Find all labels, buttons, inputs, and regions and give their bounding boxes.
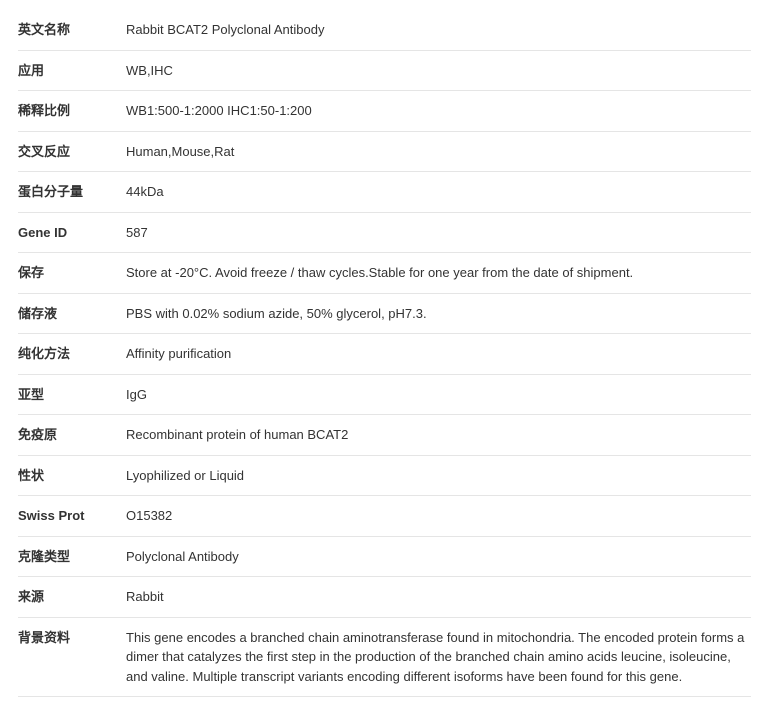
spec-label: 交叉反应 bbox=[18, 131, 126, 172]
spec-row: 交叉反应Human,Mouse,Rat bbox=[18, 131, 751, 172]
spec-label: 储存液 bbox=[18, 293, 126, 334]
spec-value: Store at -20°C. Avoid freeze / thaw cycl… bbox=[126, 253, 751, 294]
spec-row: 应用WB,IHC bbox=[18, 50, 751, 91]
spec-row: 亚型IgG bbox=[18, 374, 751, 415]
spec-row: 保存Store at -20°C. Avoid freeze / thaw cy… bbox=[18, 253, 751, 294]
spec-value: PBS with 0.02% sodium azide, 50% glycero… bbox=[126, 293, 751, 334]
spec-table: 英文名称Rabbit BCAT2 Polyclonal Antibody应用WB… bbox=[18, 10, 751, 697]
spec-row: 纯化方法Affinity purification bbox=[18, 334, 751, 375]
spec-label: 蛋白分子量 bbox=[18, 172, 126, 213]
spec-table-body: 英文名称Rabbit BCAT2 Polyclonal Antibody应用WB… bbox=[18, 10, 751, 697]
spec-row: 免疫原Recombinant protein of human BCAT2 bbox=[18, 415, 751, 456]
spec-label: 免疫原 bbox=[18, 415, 126, 456]
spec-row: Swiss ProtO15382 bbox=[18, 496, 751, 537]
spec-label: 亚型 bbox=[18, 374, 126, 415]
spec-value: This gene encodes a branched chain amino… bbox=[126, 617, 751, 697]
spec-label: 克隆类型 bbox=[18, 536, 126, 577]
spec-label: 纯化方法 bbox=[18, 334, 126, 375]
spec-value: Affinity purification bbox=[126, 334, 751, 375]
spec-label: Swiss Prot bbox=[18, 496, 126, 537]
spec-label: 英文名称 bbox=[18, 10, 126, 50]
spec-row: 背景资料This gene encodes a branched chain a… bbox=[18, 617, 751, 697]
spec-label: 保存 bbox=[18, 253, 126, 294]
spec-value: Human,Mouse,Rat bbox=[126, 131, 751, 172]
spec-value: Rabbit BCAT2 Polyclonal Antibody bbox=[126, 10, 751, 50]
spec-row: 性状Lyophilized or Liquid bbox=[18, 455, 751, 496]
spec-row: 克隆类型Polyclonal Antibody bbox=[18, 536, 751, 577]
spec-value: 587 bbox=[126, 212, 751, 253]
spec-row: 储存液PBS with 0.02% sodium azide, 50% glyc… bbox=[18, 293, 751, 334]
spec-label: 来源 bbox=[18, 577, 126, 618]
spec-value: Rabbit bbox=[126, 577, 751, 618]
spec-row: 稀释比例WB1:500-1:2000 IHC1:50-1:200 bbox=[18, 91, 751, 132]
spec-value: IgG bbox=[126, 374, 751, 415]
spec-value: O15382 bbox=[126, 496, 751, 537]
spec-value: Recombinant protein of human BCAT2 bbox=[126, 415, 751, 456]
spec-row: 蛋白分子量44kDa bbox=[18, 172, 751, 213]
spec-label: 稀释比例 bbox=[18, 91, 126, 132]
spec-label: Gene ID bbox=[18, 212, 126, 253]
spec-value: WB1:500-1:2000 IHC1:50-1:200 bbox=[126, 91, 751, 132]
spec-label: 性状 bbox=[18, 455, 126, 496]
spec-label: 背景资料 bbox=[18, 617, 126, 697]
spec-label: 应用 bbox=[18, 50, 126, 91]
spec-value: Polyclonal Antibody bbox=[126, 536, 751, 577]
spec-value: WB,IHC bbox=[126, 50, 751, 91]
spec-value: 44kDa bbox=[126, 172, 751, 213]
spec-value: Lyophilized or Liquid bbox=[126, 455, 751, 496]
spec-row: 英文名称Rabbit BCAT2 Polyclonal Antibody bbox=[18, 10, 751, 50]
spec-row: 来源Rabbit bbox=[18, 577, 751, 618]
spec-row: Gene ID587 bbox=[18, 212, 751, 253]
